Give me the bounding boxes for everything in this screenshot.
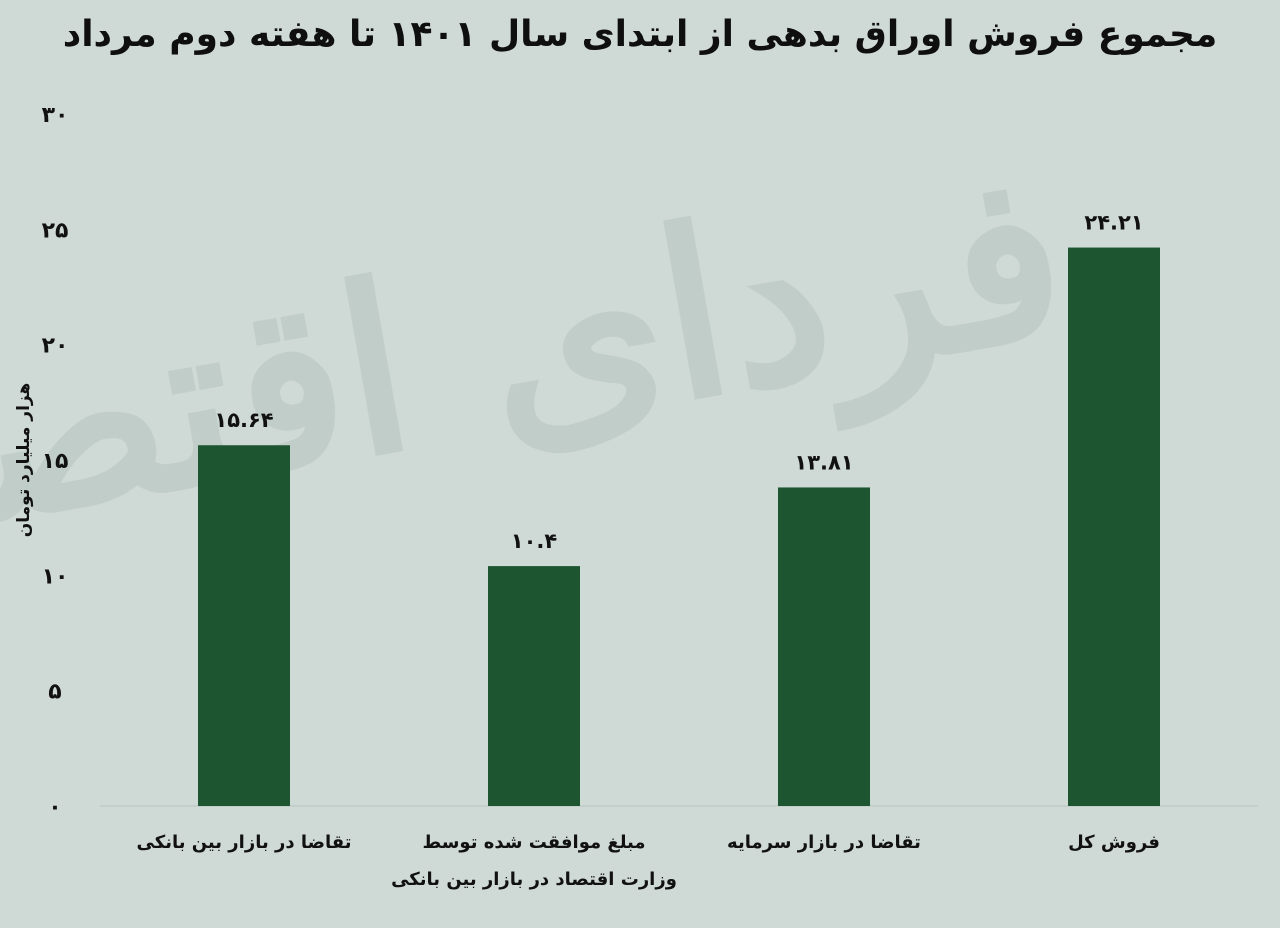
y-tick-label: ۳۰ xyxy=(42,103,69,128)
chart-title: مجموع فروش اوراق بدهی از ابتدای سال ۱۴۰۱… xyxy=(62,14,1218,55)
bar xyxy=(488,566,580,806)
bar xyxy=(778,487,870,806)
x-tick-label: وزارت اقتصاد در بازار بین بانکی xyxy=(391,869,677,890)
y-tick-label: ۱۰ xyxy=(42,564,69,589)
data-label: ۲۴.۲۱ xyxy=(1084,211,1143,235)
x-tick-label: تقاضا در بازار بین بانکی xyxy=(137,832,352,853)
bar xyxy=(1068,247,1160,806)
y-tick-label: ۲۵ xyxy=(42,218,69,243)
y-tick-label: ۲۰ xyxy=(42,334,69,359)
data-label: ۱۵.۶۴ xyxy=(214,408,273,432)
bar xyxy=(198,445,290,806)
y-tick-label: ۵ xyxy=(48,680,61,705)
x-tick-label: مبلغ موافقت شده توسط xyxy=(422,832,645,853)
y-tick-label: ۰ xyxy=(48,795,61,820)
y-tick-label: ۱۵ xyxy=(42,449,69,474)
x-tick-label: تقاضا در بازار سرمایه xyxy=(727,832,921,853)
data-label: ۱۰.۴ xyxy=(511,529,558,553)
data-label: ۱۳.۸۱ xyxy=(794,450,853,474)
x-tick-label: فروش کل xyxy=(1068,832,1160,853)
